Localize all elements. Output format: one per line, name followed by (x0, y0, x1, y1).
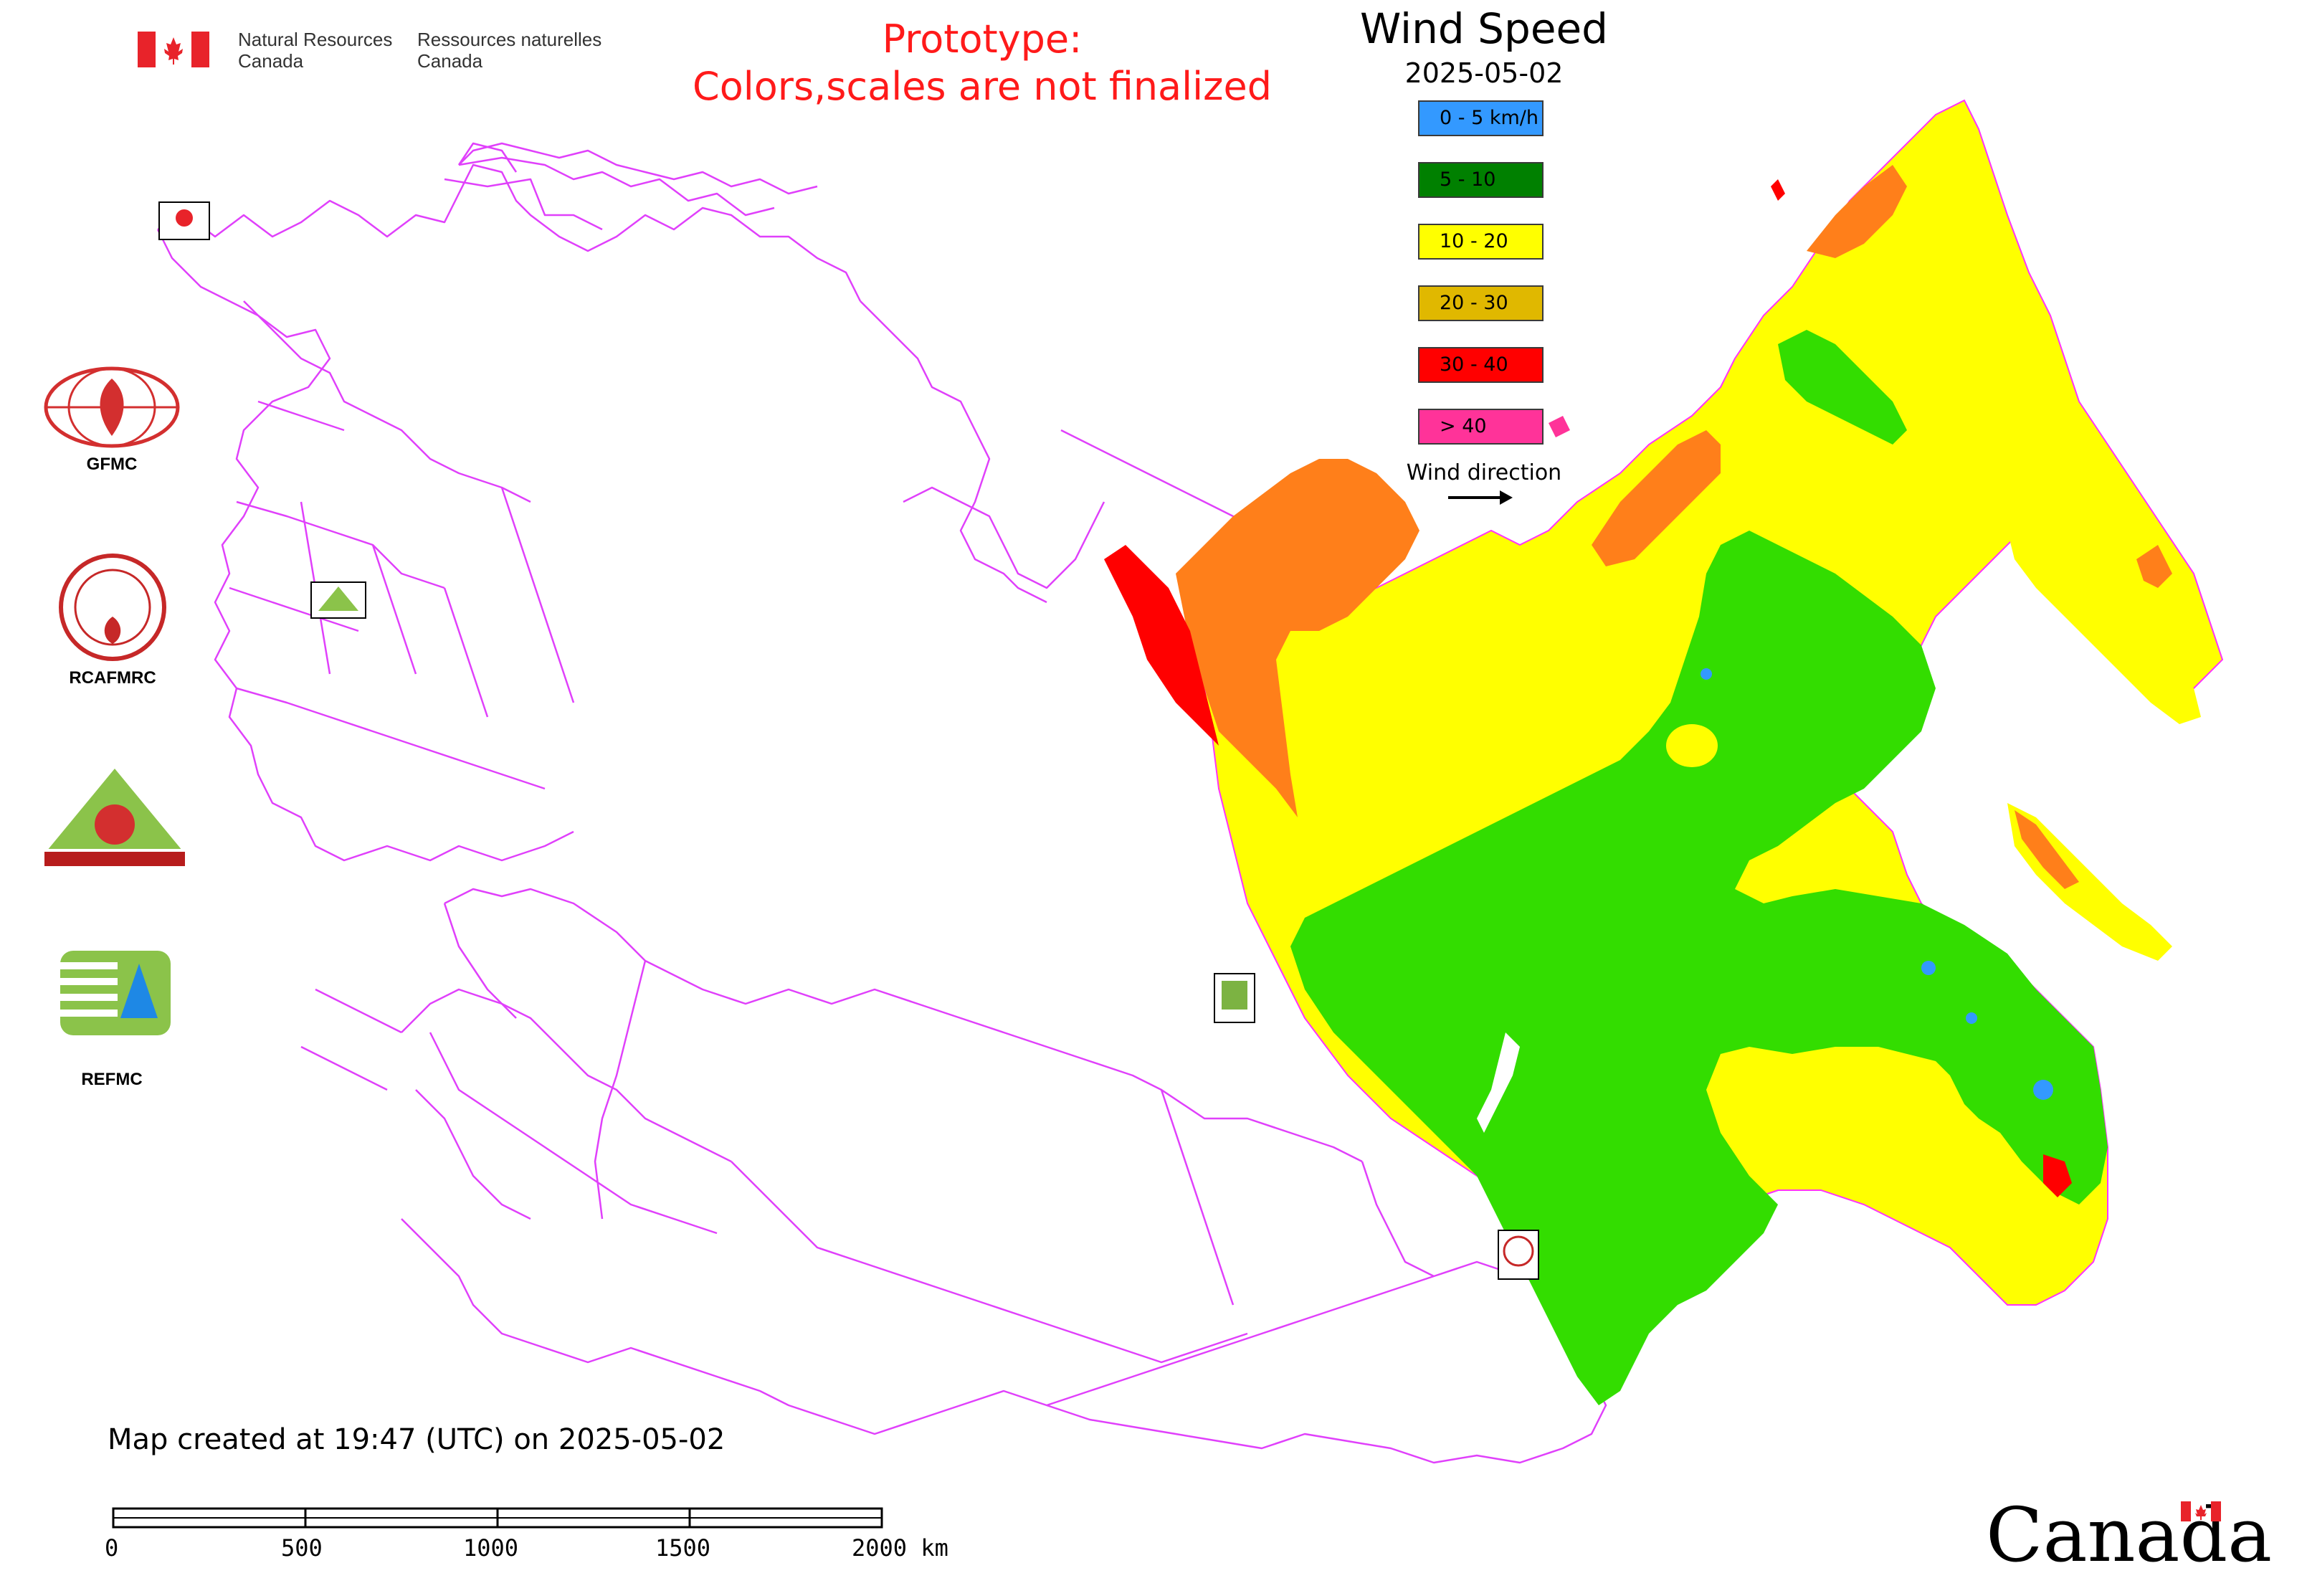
wind-direction-label: Wind direction (1406, 460, 1562, 485)
legend-item-4: 30 - 40 (1418, 347, 1544, 383)
wind-speed-regions (1104, 99, 2224, 1405)
prototype-line-2: Colors,scales are not finalized (693, 64, 1272, 109)
scale-label-2000: 2000 km (852, 1534, 948, 1562)
region-blue-dot (1701, 668, 1712, 680)
region-orange-ne (1592, 430, 1721, 566)
region-island-east-orange (2015, 810, 2079, 889)
gfmc-logo-icon (42, 364, 182, 450)
region-orange-west (1176, 459, 1419, 817)
refmc-label: REFMC (81, 1070, 143, 1089)
prototype-notice: Prototype: Colors,scales are not finaliz… (588, 16, 1376, 110)
map-logo-markers (158, 201, 1539, 1280)
rcafmrc-logo-icon (57, 552, 168, 662)
scale-bar (112, 1507, 883, 1529)
legend-title: Wind Speed (1359, 4, 1609, 53)
region-red-west (1104, 545, 1219, 746)
legend-label: 0 - 5 km/h (1440, 107, 1538, 129)
scale-label-1500: 1500 (655, 1534, 711, 1562)
refmc-logo-icon (59, 949, 172, 1037)
dept-name-fr: Ressources naturelles Canada (417, 29, 602, 72)
rcafmrc-label: RCAFMRC (69, 668, 156, 688)
region-green-main (1290, 531, 2108, 1405)
wind-direction-arrow (1448, 490, 1513, 505)
scale-label-1000: 1000 (463, 1534, 519, 1562)
region-green-north (1778, 330, 1907, 445)
legend-item-1: 5 - 10 (1418, 162, 1544, 198)
canada-wordmark: Canada (1986, 1491, 2273, 1579)
reefmc-logo-icon (37, 766, 192, 873)
region-east-peninsula (2007, 516, 2201, 724)
lake (1477, 1032, 1520, 1133)
region-red-south (2043, 1154, 2072, 1197)
canada-flag-icon (138, 32, 209, 67)
map-created-text: Map created at 19:47 (UTC) on 2025-05-02 (108, 1423, 726, 1456)
legend-label: 5 - 10 (1440, 168, 1496, 191)
legend-label: > 40 (1440, 415, 1487, 437)
region-orange-east-tip (2136, 545, 2172, 588)
legend-item-5: > 40 (1418, 409, 1544, 445)
region-orange-north (1807, 165, 1907, 258)
legend-label: 20 - 30 (1440, 292, 1508, 314)
legend-item-3: 20 - 30 (1418, 285, 1544, 321)
scale-label-0: 0 (105, 1534, 119, 1562)
legend-label: 10 - 20 (1440, 230, 1508, 252)
dept-name-en: Natural Resources Canada (238, 29, 393, 72)
region-blue-dot (2033, 1080, 2053, 1100)
prototype-line-1: Prototype: (882, 16, 1083, 62)
region-blue-dot (1921, 961, 1936, 975)
arctic-fragments (1549, 179, 1785, 437)
legend-item-0: 0 - 5 km/h (1418, 100, 1544, 136)
scale-label-500: 500 (281, 1534, 323, 1562)
gfmc-label: GFMC (86, 455, 138, 474)
legend-item-2: 10 - 20 (1418, 224, 1544, 260)
legend-label: 30 - 40 (1440, 353, 1508, 376)
legend-date: 2025-05-02 (1404, 57, 1564, 89)
region-yellow-bubble (1666, 724, 1718, 767)
canada-wordmark-flag-icon (2181, 1501, 2221, 1521)
region-blue-dot (1966, 1012, 1977, 1024)
